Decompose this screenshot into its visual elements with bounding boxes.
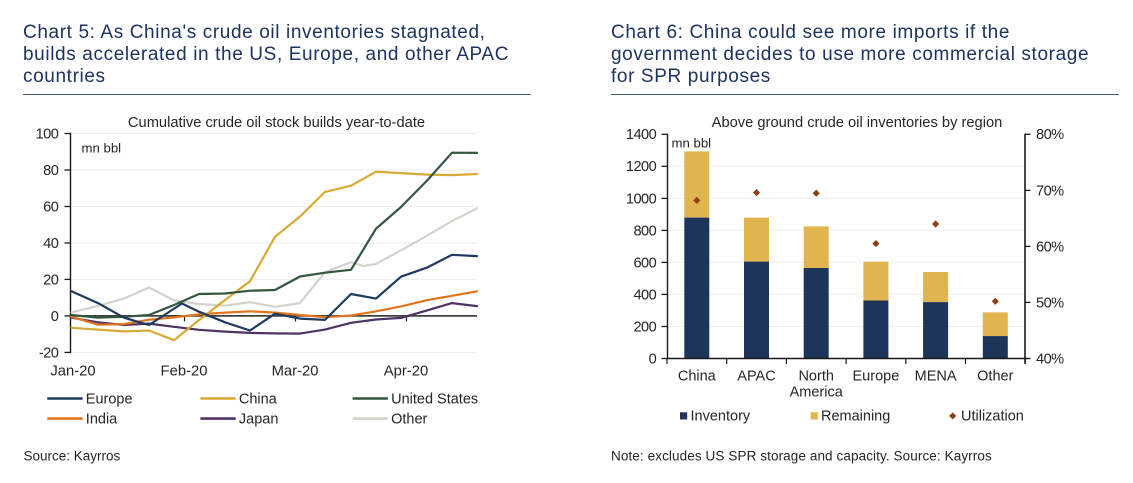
svg-text:20: 20 xyxy=(43,272,59,288)
svg-text:70%: 70% xyxy=(1036,183,1064,199)
svg-text:China: China xyxy=(239,391,278,407)
svg-text:mn bbl: mn bbl xyxy=(82,141,122,156)
svg-text:India: India xyxy=(86,411,118,427)
svg-text:Apr-20: Apr-20 xyxy=(384,364,428,380)
svg-text:United States: United States xyxy=(391,391,478,407)
svg-text:Japan: Japan xyxy=(239,411,279,427)
svg-text:-20: -20 xyxy=(39,345,59,361)
svg-text:200: 200 xyxy=(633,319,656,335)
svg-text:MENA: MENA xyxy=(915,369,957,385)
svg-text:Other: Other xyxy=(391,411,427,427)
svg-text:Feb-20: Feb-20 xyxy=(161,364,208,380)
svg-text:Europe: Europe xyxy=(853,369,900,385)
svg-text:Utilization: Utilization xyxy=(961,409,1024,425)
svg-text:0: 0 xyxy=(51,309,59,325)
svg-text:80%: 80% xyxy=(1036,127,1064,143)
svg-text:600: 600 xyxy=(633,255,656,271)
svg-text:40%: 40% xyxy=(1036,351,1064,367)
svg-text:1200: 1200 xyxy=(626,159,657,175)
svg-text:50%: 50% xyxy=(1036,295,1064,311)
svg-text:1000: 1000 xyxy=(626,191,657,207)
svg-text:Cumulative crude oil stock bui: Cumulative crude oil stock builds year-t… xyxy=(128,115,425,131)
svg-text:400: 400 xyxy=(633,287,656,303)
svg-text:60%: 60% xyxy=(1036,239,1064,255)
svg-text:Other: Other xyxy=(977,369,1013,385)
svg-text:APAC: APAC xyxy=(737,369,775,385)
svg-text:Source: Kayrros: Source: Kayrros xyxy=(24,449,121,464)
svg-text:80: 80 xyxy=(43,163,59,179)
svg-text:Inventory: Inventory xyxy=(691,409,751,425)
svg-text:Jan-20: Jan-20 xyxy=(50,364,95,380)
svg-text:Remaining: Remaining xyxy=(821,409,890,425)
svg-text:100: 100 xyxy=(36,126,59,142)
svg-text:1400: 1400 xyxy=(626,127,657,143)
svg-text:40: 40 xyxy=(43,236,59,252)
svg-text:Above ground crude oil invento: Above ground crude oil inventories by re… xyxy=(712,115,1003,131)
svg-text:Europe: Europe xyxy=(86,391,133,407)
svg-text:60: 60 xyxy=(43,199,59,215)
svg-text:800: 800 xyxy=(633,223,656,239)
svg-text:0: 0 xyxy=(649,351,657,367)
svg-text:China: China xyxy=(678,369,717,385)
svg-text:America: America xyxy=(790,385,844,401)
svg-text:Note: excludes US SPR storage: Note: excludes US SPR storage and capaci… xyxy=(611,449,992,464)
svg-text:mn bbl: mn bbl xyxy=(672,136,712,151)
svg-text:North: North xyxy=(798,369,833,385)
svg-text:Mar-20: Mar-20 xyxy=(272,364,319,380)
